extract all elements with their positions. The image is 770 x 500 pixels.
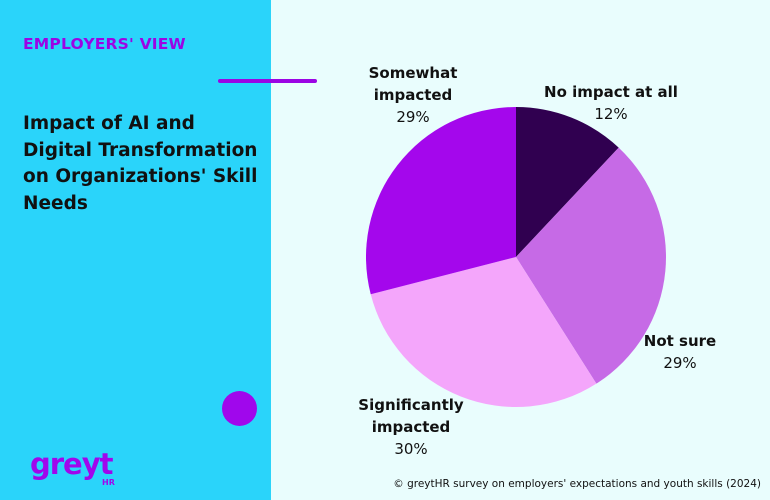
slice-value-1: 29%: [663, 354, 696, 372]
pie-slice-2: [370, 257, 597, 407]
left-panel: [0, 0, 271, 500]
slice-value-0: 12%: [594, 105, 627, 123]
pie-chart: No impact at all 12% Not sure 29% Significan…: [358, 64, 716, 458]
decorative-dot: [222, 391, 257, 426]
logo-wordmark: greyt: [30, 447, 114, 481]
slice-name-0-0: No impact at all: [544, 83, 678, 101]
slice-value-3: 29%: [396, 108, 429, 126]
slice-name-3-1: impacted: [374, 86, 453, 104]
section-tag: EMPLOYERS' VIEW: [23, 35, 186, 53]
slice-label-3: Somewhat impacted 29%: [369, 64, 458, 126]
slice-label-1: Not sure 29%: [644, 332, 716, 372]
logo-subtext: HR: [102, 478, 115, 487]
slice-name-3-0: Somewhat: [369, 64, 458, 82]
pie-slice-0: [516, 107, 619, 257]
slice-name-2-1: impacted: [372, 418, 451, 436]
page-title: Impact of AI and Digital Transformation …: [23, 113, 258, 214]
slice-name-1-0: Not sure: [644, 332, 716, 350]
pie-labels: No impact at all 12% Not sure 29% Significan…: [358, 64, 716, 458]
slice-value-2: 30%: [394, 440, 427, 458]
pie-slices: [366, 107, 666, 407]
pie-slice-3: [366, 107, 516, 295]
accent-divider: [218, 79, 317, 83]
slice-name-2-0: Significantly: [358, 396, 464, 414]
greythr-logo: greyt HR: [30, 447, 115, 487]
slice-label-2: Significantly impacted 30%: [358, 396, 464, 458]
pie-slice-1: [516, 147, 666, 384]
source-note: © greytHR survey on employers' expectati…: [393, 478, 761, 490]
slice-label-0: No impact at all 12%: [544, 83, 678, 123]
